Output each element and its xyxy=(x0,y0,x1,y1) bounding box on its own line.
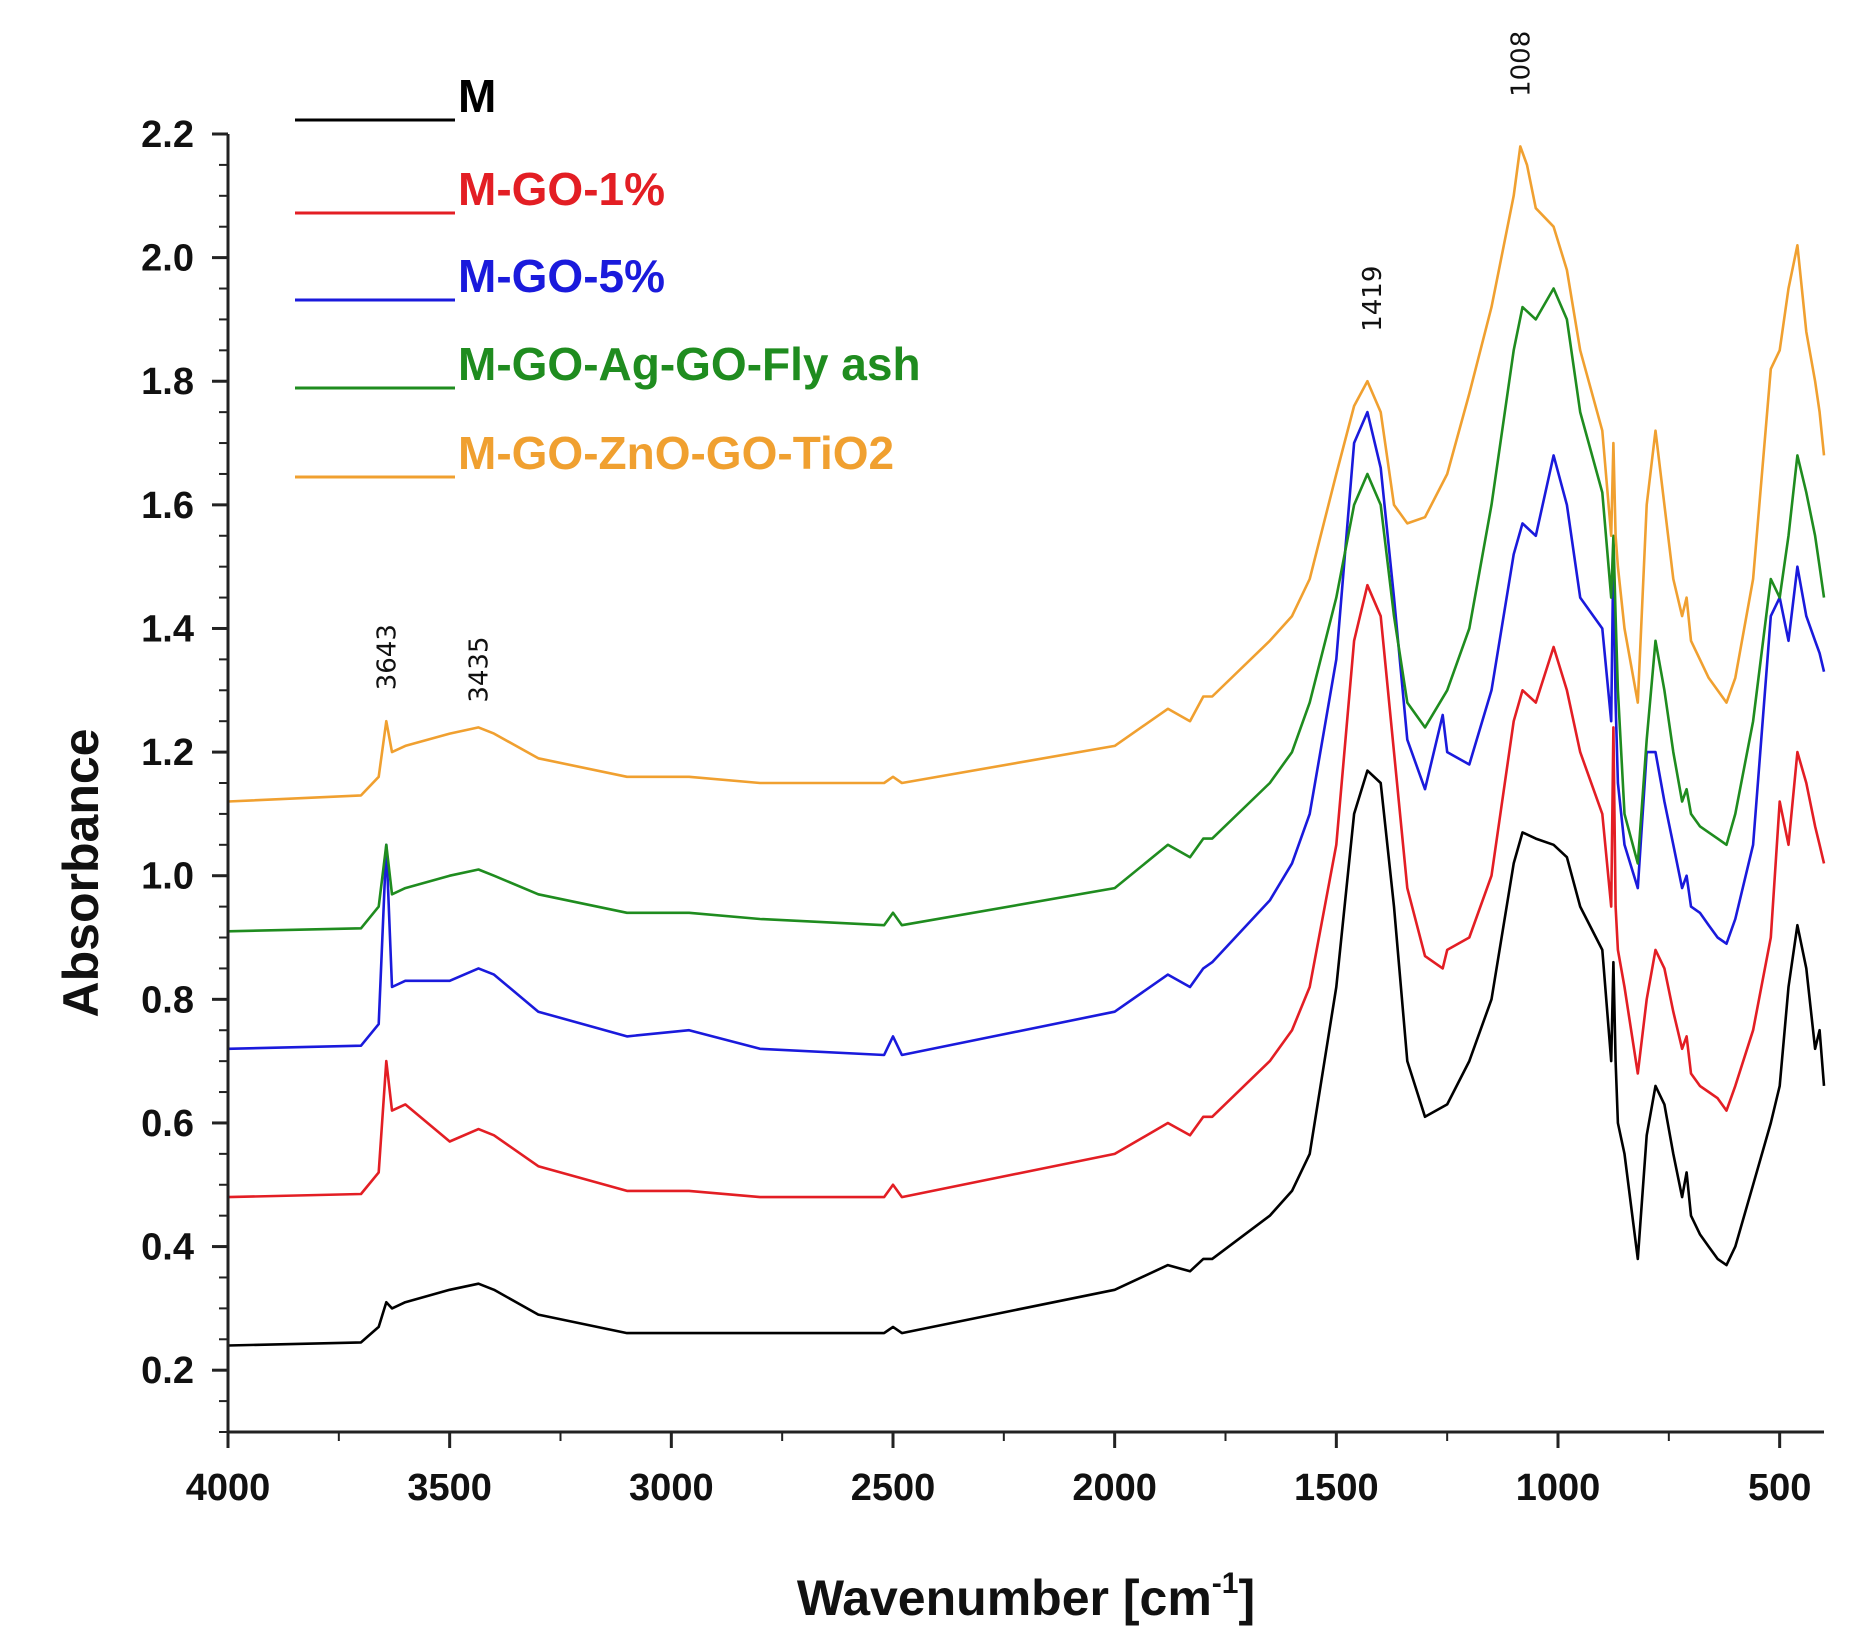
y-tick-label: 1.4 xyxy=(141,608,194,650)
series-line-m-go-ag-go-fly-ash xyxy=(227,287,1826,933)
peak-label-3643: 3643 xyxy=(372,624,402,690)
peak-label-1008: 1008 xyxy=(1506,31,1536,97)
y-tick-label: 1.2 xyxy=(141,732,194,774)
legend-label: M-GO-Ag-GO-Fly ash xyxy=(458,338,921,390)
peak-annotations: 3643 3435 1419 1008 xyxy=(372,31,1536,703)
peak-label-3435: 3435 xyxy=(464,636,494,702)
y-tick-label: 0.2 xyxy=(141,1350,194,1392)
ticks: 4000 3500 3000 2500 2000 1500 1000 500 0.2 0.4 0.6… xyxy=(141,114,1811,1509)
y-tick-label: 2.0 xyxy=(141,238,194,280)
peak-label-1419: 1419 xyxy=(1358,266,1388,332)
legend: M M-GO-1% M-GO-5% M-GO-Ag-GO-Fly ash M-GO-Zn… xyxy=(295,70,921,479)
legend-label: M-GO-1% xyxy=(458,163,665,215)
x-axis-title-superscript: -1 xyxy=(1212,1567,1239,1600)
x-axis-title-suffix: ] xyxy=(1238,1570,1255,1626)
legend-label: M-GO-ZnO-GO-TiO2 xyxy=(458,427,894,479)
y-tick-label: 1.8 xyxy=(141,361,194,403)
y-axis-title: Absorbance xyxy=(53,729,109,1018)
series-line-m xyxy=(227,769,1826,1347)
series-line-m-go-1- xyxy=(227,583,1826,1199)
x-tick-label: 500 xyxy=(1748,1467,1811,1509)
x-tick-label: 1500 xyxy=(1294,1467,1379,1509)
x-tick-label: 3500 xyxy=(407,1467,492,1509)
y-tick-label: 0.8 xyxy=(141,979,194,1021)
y-tick-label: 0.6 xyxy=(141,1103,194,1145)
x-axis-title: Wavenumber [cm-1] xyxy=(797,1567,1255,1626)
legend-label: M-GO-5% xyxy=(458,250,665,302)
y-tick-label: 1.0 xyxy=(141,856,194,898)
x-tick-label: 4000 xyxy=(186,1467,271,1509)
x-tick-label: 1000 xyxy=(1516,1467,1601,1509)
x-tick-label: 3000 xyxy=(629,1467,714,1509)
x-tick-label: 2500 xyxy=(851,1467,936,1509)
x-tick-label: 2000 xyxy=(1072,1467,1157,1509)
legend-label: M xyxy=(458,70,496,122)
plot-series xyxy=(227,145,1826,1347)
series-line-m-go-5- xyxy=(227,410,1826,1057)
y-tick-label: 1.6 xyxy=(141,485,194,527)
y-tick-label: 0.4 xyxy=(141,1227,194,1269)
x-axis-title-main: Wavenumber [cm xyxy=(797,1570,1212,1626)
y-tick-label: 2.2 xyxy=(141,114,194,156)
series-line-m-go-zno-go-tio2 xyxy=(227,145,1826,803)
